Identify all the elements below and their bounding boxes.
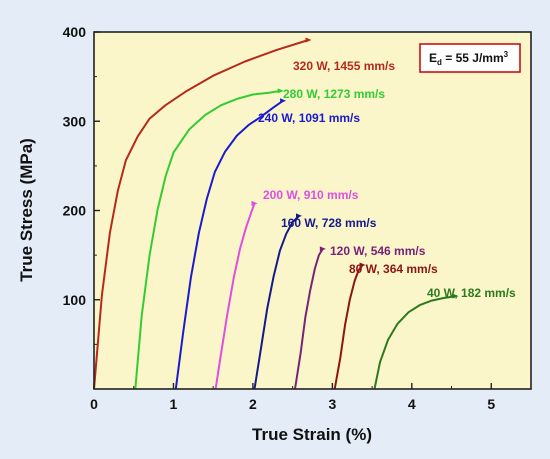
series-end-marker — [251, 200, 258, 206]
x-axis-title: True Strain (%) — [252, 425, 372, 444]
energy-density-annotation: Ed = 55 J/mm3 — [419, 43, 521, 73]
annotation-rest: = 55 J/mm — [442, 51, 504, 65]
x-tick-label: 3 — [328, 396, 336, 412]
x-tick-label: 1 — [170, 396, 178, 412]
series-end-marker — [319, 246, 326, 252]
annotation-main: E — [429, 51, 437, 65]
series-label: 120 W, 546 mm/s — [330, 244, 426, 258]
plot-area — [94, 32, 531, 389]
svg-text:Ed = 55 J/mm3: Ed = 55 J/mm3 — [429, 50, 509, 67]
series-end-marker — [359, 262, 366, 268]
series-label: 320 W, 1455 mm/s — [293, 59, 395, 73]
series-end-marker — [277, 88, 284, 94]
series-line — [134, 89, 281, 390]
x-tick-label: 5 — [487, 396, 495, 412]
series-end-marker — [280, 98, 287, 104]
y-tick-label: 200 — [63, 203, 87, 219]
series-line — [294, 248, 324, 390]
annotation-box — [419, 43, 521, 73]
series-line — [373, 295, 456, 390]
series-label: 160 W, 728 mm/s — [281, 216, 377, 230]
series-label: 200 W, 910 mm/s — [263, 188, 359, 202]
y-tick-label: 400 — [63, 24, 87, 40]
annotation-sup: 3 — [504, 50, 509, 59]
series-line — [214, 203, 256, 390]
series-end-marker — [295, 213, 302, 219]
y-axis-title: True Stress (MPa) — [17, 138, 36, 282]
series-line — [93, 39, 309, 390]
series-line — [333, 264, 364, 390]
series-line — [174, 99, 284, 390]
series-label: 40 W, 182 mm/s — [427, 286, 516, 300]
series-label: 280 W, 1273 mm/s — [283, 87, 385, 101]
series-end-marker — [452, 293, 459, 299]
series-end-marker — [305, 37, 312, 43]
y-tick-label: 100 — [63, 292, 87, 308]
series-label: 80 W, 364 mm/s — [349, 262, 438, 276]
series-line — [253, 215, 300, 390]
x-tick-label: 2 — [249, 396, 257, 412]
x-tick-label: 0 — [90, 396, 98, 412]
y-tick-label: 300 — [63, 113, 87, 129]
x-tick-label: 4 — [408, 396, 416, 412]
annotation-sub: d — [437, 58, 442, 67]
series-label: 240 W, 1091 mm/s — [258, 111, 360, 125]
